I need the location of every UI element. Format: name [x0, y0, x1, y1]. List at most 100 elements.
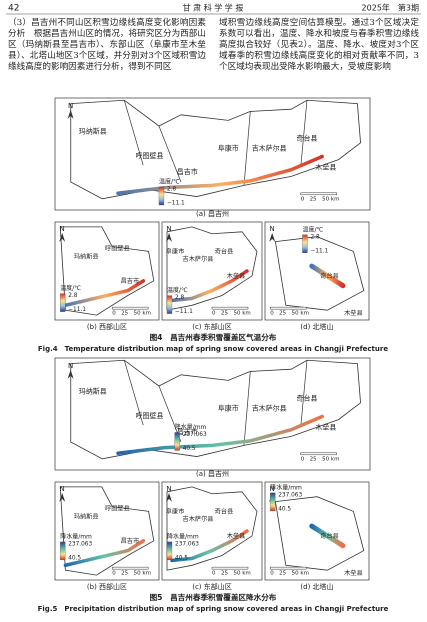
legend-bar	[270, 492, 276, 512]
place-label: 木垒县	[344, 309, 363, 317]
legend-bar	[158, 186, 165, 206]
legend-min: 40.5	[68, 555, 81, 561]
north-arrow-icon	[269, 232, 276, 242]
legend-bar	[174, 432, 180, 451]
scale-label: 0 25 50 km	[212, 311, 251, 317]
north-arrow-icon	[59, 492, 66, 502]
place-label: 奇台县	[297, 133, 318, 142]
legend-max: 2.8	[175, 295, 185, 301]
region-outline	[59, 226, 155, 316]
scale-label: 0 25 50 km	[212, 571, 251, 577]
north-arrow: N	[60, 485, 65, 493]
north-arrow-icon	[67, 109, 74, 119]
place-label: 玛纳斯县	[74, 512, 99, 520]
county-border	[123, 360, 144, 426]
legend-title: 降水量/mm	[167, 532, 199, 540]
scale-bar	[269, 566, 307, 570]
place-label: 木垒县	[227, 532, 246, 540]
legend-bar	[166, 541, 173, 561]
scale-bar	[300, 192, 337, 196]
snow-area	[116, 154, 325, 195]
snow-area	[309, 523, 346, 549]
figure-caption: 图4 昌吉州春季积雪覆盖区气温分布	[150, 332, 277, 342]
map-frame	[54, 97, 371, 211]
place-label: 奇台县	[215, 247, 234, 255]
legend-min: 40.5	[175, 555, 188, 561]
subfigure-caption: (b) 西部山区	[87, 582, 127, 591]
journal-name: 甘 肃 科 学 学 报	[183, 3, 244, 13]
county-border	[243, 371, 251, 446]
legend-title: 降水量/mm	[270, 483, 302, 491]
paragraph: 域积雪边缘线高度空间估算模型。通过3个区域决定系数可以看出，温度、降水和坡度与春…	[219, 18, 419, 72]
place-label: 木垒县	[344, 569, 363, 577]
snow-area	[309, 263, 346, 289]
place-label: 呼图壁县	[136, 411, 164, 420]
legend-min: −11.1	[68, 307, 86, 313]
legend-bar	[60, 541, 66, 561]
county-border	[123, 100, 144, 166]
place-label: 玛纳斯县	[79, 127, 107, 136]
county-border	[158, 125, 182, 183]
legend-title: 温度/℃	[159, 178, 180, 186]
place-label: 昌吉市	[121, 277, 140, 285]
legend-bar	[60, 293, 66, 312]
legend-min: −11.1	[310, 248, 328, 254]
scale-bar	[211, 306, 249, 310]
figure-caption-en: Fig.5 Precipitation distribution map of …	[38, 605, 389, 613]
scale-bar	[111, 566, 149, 570]
legend-min: −11.1	[167, 201, 185, 207]
place-label: 阜康市	[166, 507, 185, 515]
legend-title: 降水量/mm	[60, 532, 92, 540]
legend-max: 237.063	[278, 492, 302, 498]
place-label: 吉木萨尔县	[183, 515, 214, 523]
north-arrow-icon	[166, 232, 172, 242]
scale-label: 0 25 50 km	[301, 196, 340, 202]
place-label: 玛纳斯县	[79, 387, 107, 396]
legend-max: 237.063	[175, 541, 199, 547]
north-arrow: N	[68, 362, 73, 370]
legend-min: −11.1	[175, 309, 193, 315]
place-label: 奇台县	[320, 272, 339, 280]
legend-min: 40.5	[278, 506, 291, 512]
scale-label: 0 25 50 km	[112, 311, 151, 317]
place-label: 昌吉市	[177, 427, 198, 436]
legend-bar	[302, 234, 308, 253]
north-arrow-icon	[166, 492, 172, 502]
legend-min: 40.5	[183, 446, 196, 452]
snow-area	[116, 414, 325, 455]
snow-area	[63, 279, 146, 308]
legend-title: 温度/℃	[302, 225, 323, 233]
place-label: 呼图壁县	[105, 504, 130, 512]
figure-caption-en: Fig.4 Temperature distribution map of sp…	[38, 345, 388, 353]
north-arrow: N	[270, 225, 275, 233]
north-arrow: N	[270, 485, 275, 493]
legend-title: 温度/℃	[167, 286, 188, 294]
subfigure-caption: (d) 北塔山	[300, 322, 333, 331]
paragraph: （3）昌吉州不同山区积雪边缘线高度变化影响因素分析 根据昌吉州山区的情况，将研究…	[8, 18, 206, 72]
region-outline	[59, 486, 155, 576]
place-label: 阜康市	[166, 247, 185, 255]
place-label: 木垒县	[315, 162, 336, 171]
county-border	[300, 100, 308, 168]
place-label: 阜康市	[218, 143, 239, 152]
legend-bar	[166, 295, 173, 314]
north-arrow-icon	[67, 369, 74, 379]
place-label: 奇台县	[297, 393, 318, 402]
legend-title: 温度/℃	[60, 284, 81, 292]
scale-label: 0 25 50 km	[270, 311, 309, 317]
figure-caption: 图5 昌吉州春季积雪覆盖区降水分布	[150, 592, 277, 602]
page-number: 42	[8, 4, 19, 14]
issue: 2025年 第3期	[362, 3, 419, 13]
map-frame	[54, 357, 371, 471]
legend-title: 降水量/mm	[175, 423, 207, 431]
snow-area	[170, 529, 249, 563]
place-label: 木垒县	[227, 272, 246, 280]
place-label: 吉木萨尔县	[183, 255, 214, 263]
place-label: 呼图壁县	[136, 151, 164, 160]
north-arrow: N	[166, 485, 171, 493]
scale-bar	[300, 452, 337, 456]
scale-bar	[111, 306, 149, 310]
subfigure-caption: (c) 东部山区	[192, 582, 232, 591]
